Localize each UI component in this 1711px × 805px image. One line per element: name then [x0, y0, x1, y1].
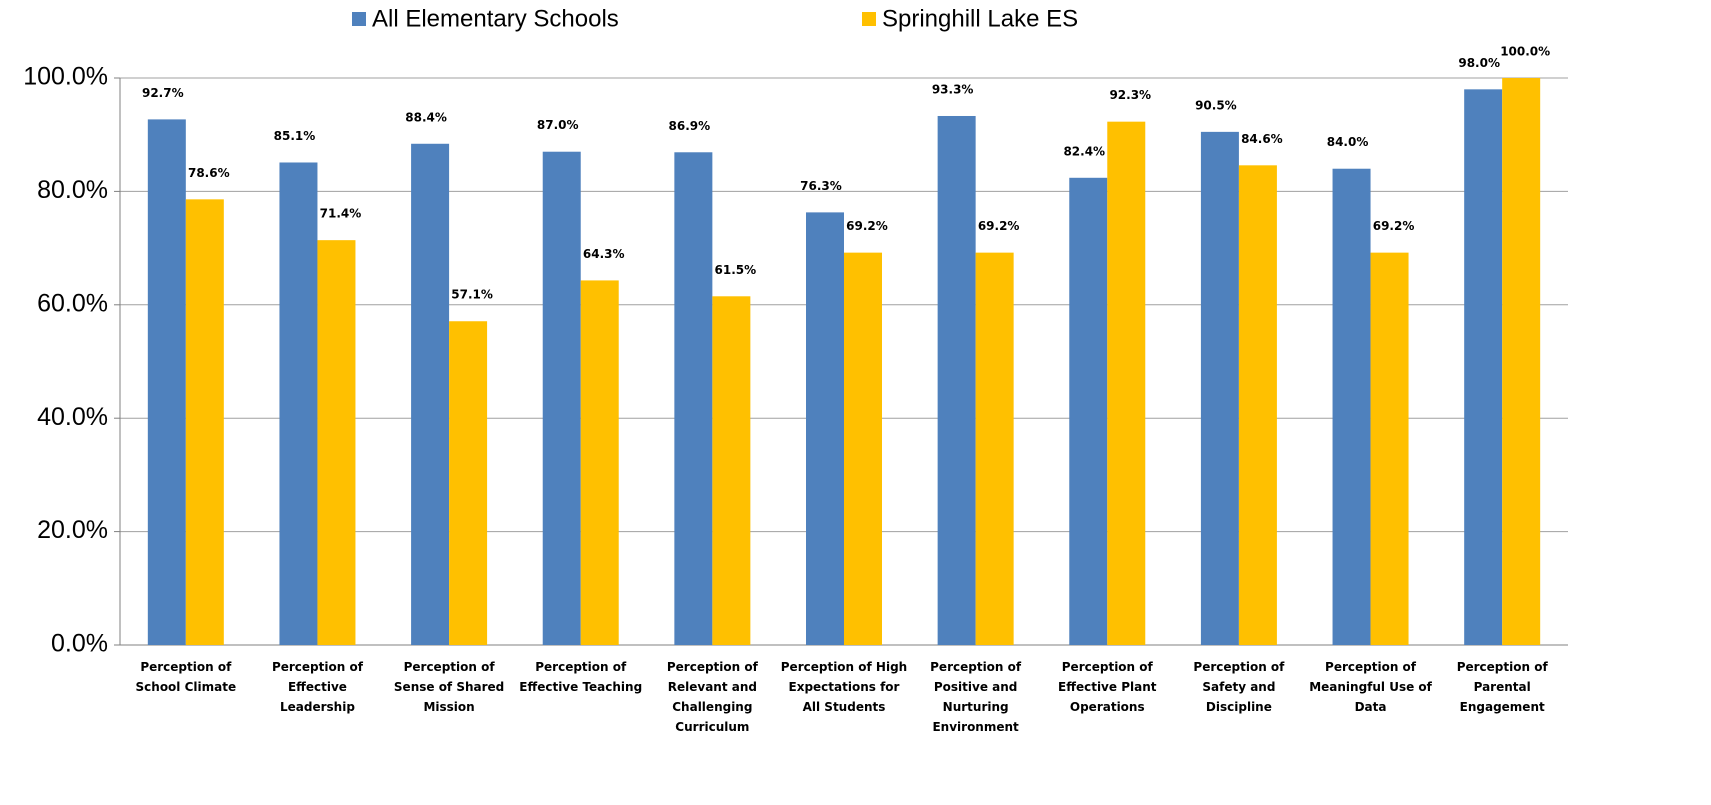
bar — [185, 199, 224, 645]
legend-swatch — [352, 12, 366, 26]
x-tick-label: Perception of Meaningful Use of Data — [1309, 660, 1432, 714]
bar — [937, 115, 976, 645]
data-label: 78.6% — [188, 166, 230, 180]
y-tick-label: 60.0% — [37, 289, 108, 317]
bar — [449, 321, 488, 645]
legend-swatch — [862, 12, 876, 26]
bar — [580, 280, 619, 645]
bar — [1370, 252, 1409, 646]
x-tick-label: Perception of Effective Plant Operations — [1058, 660, 1157, 714]
data-label: 98.0% — [1458, 56, 1500, 70]
data-label: 64.3% — [583, 247, 625, 261]
bar — [1200, 131, 1239, 646]
bar — [147, 119, 186, 646]
data-label: 85.1% — [274, 129, 316, 143]
y-tick-label: 80.0% — [37, 176, 108, 204]
bar — [411, 143, 450, 645]
data-label: 57.1% — [451, 288, 493, 302]
bar — [1464, 89, 1503, 646]
x-tick-label: Perception of Relevant and Challenging Curr… — [667, 660, 759, 734]
x-tick-label: Perception of School Climate — [136, 660, 237, 694]
x-tick-label: Perception of High Expectations for All St… — [781, 660, 907, 714]
x-tick-label: Perception of Safety and Discipline — [1193, 660, 1285, 714]
data-label: 76.3% — [800, 179, 842, 193]
x-tick-label: Perception of Effective Teaching — [519, 660, 642, 694]
x-tick-label: Perception of Parental Engagement — [1457, 660, 1549, 714]
bar — [712, 296, 751, 645]
data-label: 71.4% — [320, 207, 362, 221]
data-label: 69.2% — [978, 219, 1020, 233]
bar — [1107, 121, 1146, 645]
legend-label: All Elementary Schools — [372, 5, 619, 32]
legend-label: Springhill Lake ES — [882, 5, 1078, 32]
data-label: 61.5% — [715, 263, 757, 277]
bar — [1238, 165, 1277, 645]
y-tick-label: 100.0% — [23, 63, 108, 91]
data-label: 92.3% — [1109, 88, 1151, 102]
bar — [844, 252, 882, 646]
data-label: 84.6% — [1241, 132, 1283, 146]
x-tick-label: Perception of Positive and Nurturing Enviro… — [930, 660, 1022, 734]
data-label: 93.3% — [932, 82, 974, 96]
bar — [674, 152, 713, 646]
data-label: 84.0% — [1327, 135, 1369, 149]
data-label: 88.4% — [405, 110, 447, 124]
bar — [1502, 78, 1541, 645]
data-label: 69.2% — [1373, 219, 1415, 233]
bar — [317, 240, 356, 646]
x-tick-label: Perception of Effective Leadership — [272, 660, 364, 714]
data-label: 87.0% — [537, 118, 579, 132]
bar — [1332, 168, 1371, 645]
bar — [542, 151, 581, 645]
data-label: 92.7% — [142, 86, 184, 100]
y-tick-label: 0.0% — [51, 630, 108, 658]
data-label: 86.9% — [669, 119, 711, 133]
bar — [975, 252, 1014, 646]
data-label: 69.2% — [846, 219, 888, 233]
data-label: 90.5% — [1195, 98, 1237, 112]
y-tick-label: 20.0% — [37, 516, 108, 544]
y-tick-label: 40.0% — [37, 403, 108, 431]
bar — [806, 212, 844, 645]
x-tick-label: Perception of Sense of Shared Mission — [394, 660, 504, 714]
data-label: 100.0% — [1500, 45, 1550, 59]
bar — [279, 162, 318, 645]
bar — [1069, 177, 1108, 646]
data-label: 82.4% — [1063, 144, 1105, 158]
